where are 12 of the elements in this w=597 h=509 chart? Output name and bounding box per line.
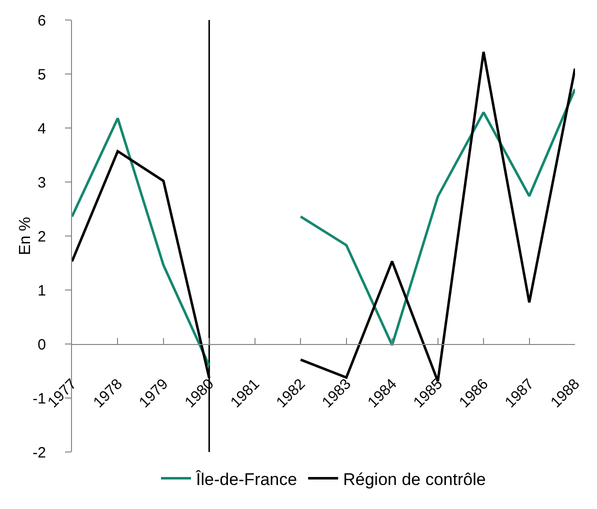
legend-label: Île-de-France — [195, 470, 298, 489]
y-tick-label: 4 — [38, 120, 46, 138]
y-tick-label: 0 — [38, 336, 46, 354]
y-tick-label: 5 — [38, 66, 46, 84]
y-tick-label: -2 — [32, 444, 46, 462]
y-axis-title: En % — [17, 216, 34, 256]
y-tick-label: 3 — [38, 174, 46, 192]
y-tick-label: 6 — [38, 12, 46, 30]
y-tick-label: 2 — [38, 228, 46, 246]
y-tick-label: -1 — [32, 390, 46, 408]
legend-label: Région de contrôle — [343, 470, 486, 489]
y-tick-label: 1 — [38, 282, 46, 300]
